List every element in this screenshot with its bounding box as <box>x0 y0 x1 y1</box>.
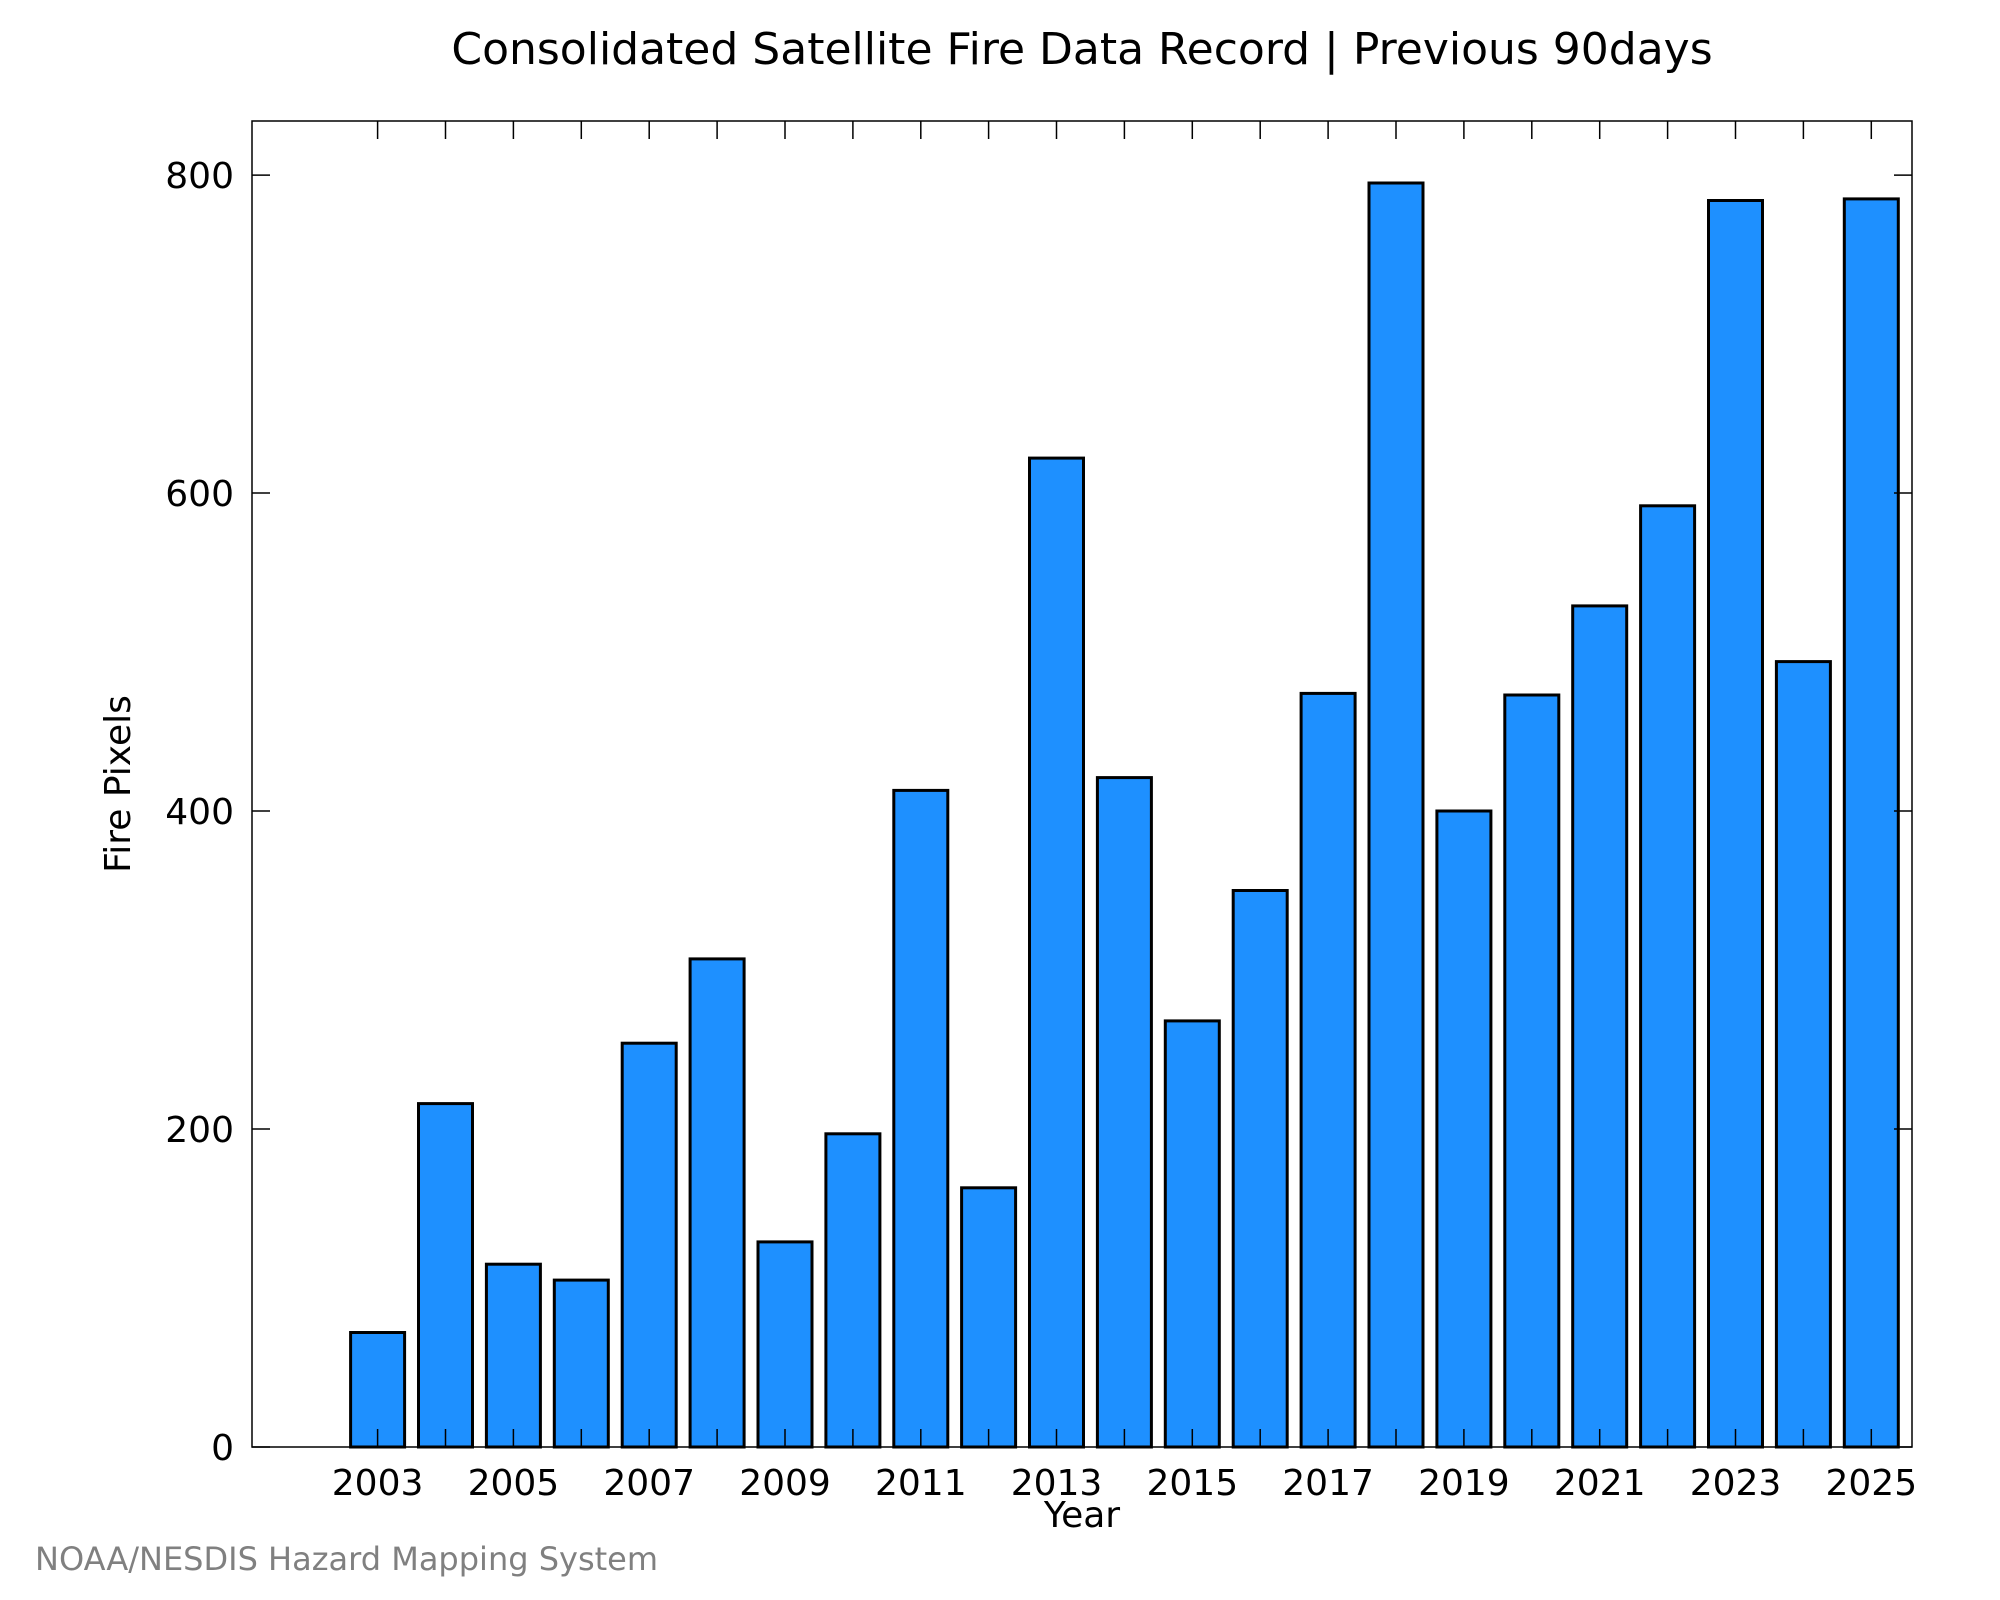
y-axis-label: Fire Pixels <box>98 695 139 873</box>
ticks-group: 0 200 400 600 800 2003 2005 2007 2009 2011 2013 201… <box>165 121 1917 1504</box>
x-tick-label-2011: 2011 <box>875 1463 967 1504</box>
bars-group <box>349 181 1900 1449</box>
x-tick-label-2023: 2023 <box>1690 1463 1782 1504</box>
bar-2004 <box>417 1102 474 1449</box>
y-tick-label-600: 600 <box>165 474 234 515</box>
y-tick-label-400: 400 <box>165 792 234 833</box>
credit-text: NOAA/NESDIS Hazard Mapping System <box>35 1540 658 1578</box>
x-tick-label-2019: 2019 <box>1418 1463 1510 1504</box>
x-tick-label-2013: 2013 <box>1011 1463 1103 1504</box>
y-tick-label-800: 800 <box>165 156 234 197</box>
bar-2018 <box>1367 181 1425 1449</box>
chart-title: Consolidated Satellite Fire Data Record … <box>451 24 1712 75</box>
bar-2021 <box>1571 604 1629 1449</box>
bar-2025 <box>1842 197 1900 1449</box>
x-tick-label-2007: 2007 <box>603 1463 695 1504</box>
bar-2008 <box>688 957 746 1449</box>
bar-2014 <box>1095 776 1153 1449</box>
bar-2022 <box>1639 504 1697 1449</box>
plot-frame <box>251 120 1913 1448</box>
bar-2005 <box>484 1262 542 1449</box>
x-axis-label: Year <box>1043 1495 1120 1536</box>
bar-2007 <box>620 1041 678 1449</box>
x-tick-label-2015: 2015 <box>1146 1463 1238 1504</box>
bar-2019 <box>1435 809 1493 1449</box>
bar-2015 <box>1163 1019 1221 1449</box>
bar-2011 <box>892 788 950 1449</box>
bar-2009 <box>756 1240 814 1449</box>
x-tick-label-2003: 2003 <box>332 1463 424 1504</box>
x-tick-label-2021: 2021 <box>1554 1463 1646 1504</box>
y-tick-label-200: 200 <box>165 1110 234 1151</box>
bar-2006 <box>552 1278 610 1449</box>
bar-2017 <box>1299 691 1357 1449</box>
bar-2013 <box>1028 456 1085 1449</box>
x-tick-label-2009: 2009 <box>739 1463 831 1504</box>
x-tick-label-2017: 2017 <box>1282 1463 1374 1504</box>
x-tick-label-2005: 2005 <box>468 1463 560 1504</box>
x-tick-label-2025: 2025 <box>1825 1463 1917 1504</box>
bar-2023 <box>1707 199 1764 1449</box>
bar-2010 <box>824 1132 882 1449</box>
bar-2016 <box>1231 889 1289 1449</box>
bar-2024 <box>1774 660 1832 1449</box>
bar-2020 <box>1503 693 1561 1449</box>
y-tick-label-0: 0 <box>211 1428 234 1469</box>
bar-2012 <box>960 1186 1018 1449</box>
